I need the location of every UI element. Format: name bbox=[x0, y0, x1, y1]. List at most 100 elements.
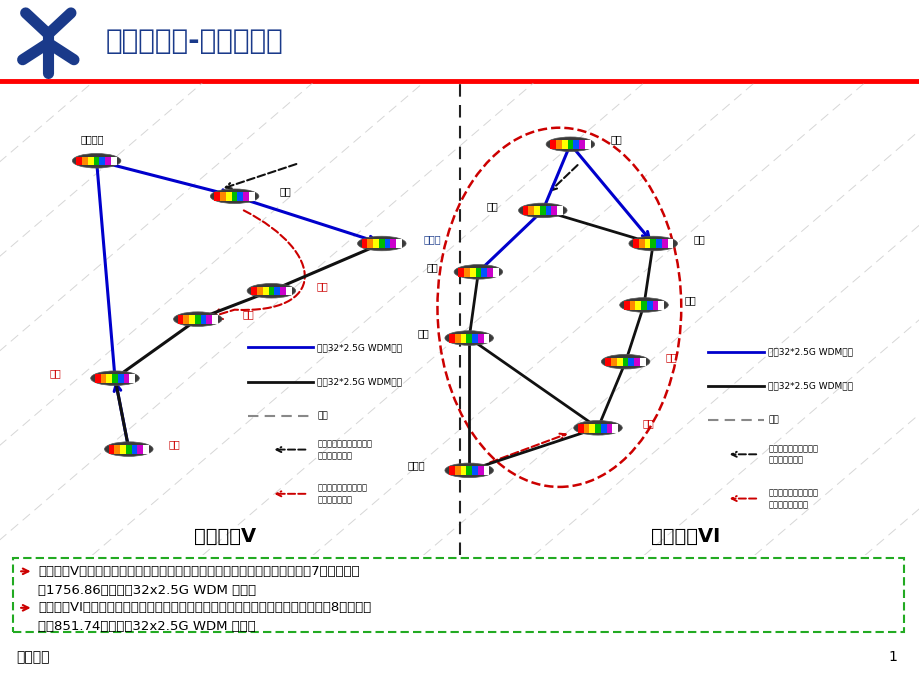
Bar bbox=[486, 268, 493, 277]
Bar bbox=[466, 334, 471, 343]
Bar bbox=[475, 268, 481, 277]
Ellipse shape bbox=[174, 312, 221, 326]
Bar bbox=[448, 334, 454, 343]
Bar bbox=[237, 192, 243, 201]
Text: 企业秘密: 企业秘密 bbox=[17, 650, 50, 664]
Text: 蒙晋豫环VI：郑州－许昌－漯河－驻马店－信阳－南阳－平顶山－洛阳－郑州，共8个节点，: 蒙晋豫环VI：郑州－许昌－漯河－驻马店－信阳－南阳－平顶山－洛阳－郑州，共8个节… bbox=[38, 601, 370, 614]
Bar bbox=[652, 301, 658, 310]
Bar bbox=[120, 445, 126, 454]
Bar bbox=[137, 445, 143, 454]
Bar bbox=[214, 192, 220, 201]
Text: 运城: 运城 bbox=[417, 328, 428, 338]
Text: 临汾: 临汾 bbox=[426, 262, 437, 272]
Text: 张家口: 张家口 bbox=[423, 234, 441, 244]
Bar bbox=[123, 374, 130, 383]
FancyArrowPatch shape bbox=[213, 210, 304, 319]
Bar bbox=[220, 192, 226, 201]
Bar bbox=[617, 357, 622, 366]
Text: 长1756.86公里，为32x2.5G WDM 系统。: 长1756.86公里，为32x2.5G WDM 系统。 bbox=[38, 584, 255, 597]
Text: 山西电路开通方向示意
（以晋城为例）: 山西电路开通方向示意 （以晋城为例） bbox=[767, 444, 817, 464]
Bar bbox=[471, 466, 477, 475]
Bar bbox=[567, 140, 573, 149]
Bar bbox=[600, 424, 606, 433]
Ellipse shape bbox=[105, 442, 153, 456]
Bar bbox=[232, 192, 237, 201]
Bar bbox=[99, 157, 105, 166]
Bar bbox=[522, 206, 528, 215]
Ellipse shape bbox=[619, 297, 667, 312]
Bar bbox=[82, 157, 88, 166]
Ellipse shape bbox=[445, 463, 493, 477]
Text: 集宁: 集宁 bbox=[279, 186, 290, 197]
Bar bbox=[555, 140, 562, 149]
Ellipse shape bbox=[601, 355, 649, 369]
Bar bbox=[249, 192, 255, 201]
Bar bbox=[606, 424, 612, 433]
Bar bbox=[126, 445, 131, 454]
Bar bbox=[200, 315, 206, 324]
Bar bbox=[143, 445, 149, 454]
Bar bbox=[105, 157, 111, 166]
Text: 呼和浩特: 呼和浩特 bbox=[80, 135, 104, 144]
Text: 一干32*2.5G WDM系统: 一干32*2.5G WDM系统 bbox=[767, 348, 852, 357]
Bar bbox=[629, 301, 635, 310]
Bar bbox=[573, 140, 578, 149]
Bar bbox=[528, 206, 534, 215]
Bar bbox=[263, 286, 268, 295]
Bar bbox=[183, 315, 189, 324]
Bar bbox=[534, 206, 539, 215]
Ellipse shape bbox=[546, 137, 594, 152]
Bar bbox=[562, 140, 567, 149]
Text: 蒙晋豫环VI: 蒙晋豫环VI bbox=[650, 527, 720, 546]
Bar bbox=[623, 301, 629, 310]
Text: 蒙晋豫环V：太原－忻州－朔州－大同－张家口－集宁－呼和浩特－太原，共7个节点，环: 蒙晋豫环V：太原－忻州－朔州－大同－张家口－集宁－呼和浩特－太原，共7个节点，环 bbox=[38, 565, 359, 578]
Text: 一干32*2.5G WDM系统: 一干32*2.5G WDM系统 bbox=[317, 343, 402, 352]
Bar bbox=[111, 157, 117, 166]
Bar bbox=[458, 268, 463, 277]
Bar bbox=[640, 357, 645, 366]
Text: 环长851.74公里，为32x2.5G WDM 系统。: 环长851.74公里，为32x2.5G WDM 系统。 bbox=[38, 620, 255, 633]
Bar bbox=[477, 466, 483, 475]
Bar bbox=[107, 374, 112, 383]
Bar bbox=[212, 315, 218, 324]
Text: 太原: 太原 bbox=[610, 135, 621, 144]
Bar bbox=[286, 286, 291, 295]
Bar bbox=[481, 268, 486, 277]
Bar bbox=[545, 206, 550, 215]
Bar bbox=[557, 206, 562, 215]
Text: 二干32*2.5G WDM系统: 二干32*2.5G WDM系统 bbox=[317, 377, 402, 386]
Ellipse shape bbox=[73, 153, 120, 168]
Bar bbox=[646, 301, 652, 310]
Bar bbox=[112, 374, 118, 383]
Bar bbox=[493, 268, 498, 277]
Bar bbox=[189, 315, 195, 324]
Bar bbox=[454, 466, 460, 475]
Text: 省界: 省界 bbox=[317, 411, 328, 420]
Bar bbox=[379, 239, 384, 248]
Bar bbox=[251, 286, 256, 295]
Bar bbox=[622, 357, 628, 366]
Bar bbox=[589, 424, 595, 433]
Bar bbox=[661, 239, 667, 248]
Bar bbox=[206, 315, 212, 324]
Bar bbox=[460, 466, 466, 475]
Bar bbox=[658, 301, 664, 310]
Text: 洛阳: 洛阳 bbox=[642, 418, 653, 428]
Bar bbox=[361, 239, 367, 248]
Bar bbox=[448, 466, 454, 475]
Bar bbox=[384, 239, 390, 248]
Text: 二干32*2.5G WDM系统: 二干32*2.5G WDM系统 bbox=[767, 382, 852, 391]
Bar bbox=[367, 239, 373, 248]
Ellipse shape bbox=[357, 236, 405, 250]
Bar bbox=[577, 424, 583, 433]
Bar bbox=[454, 334, 460, 343]
Bar bbox=[483, 334, 489, 343]
Bar bbox=[650, 239, 655, 248]
Bar bbox=[463, 268, 470, 277]
Bar bbox=[256, 286, 263, 295]
Text: 山西电路开通方向示意
（以大同为例）: 山西电路开通方向示意 （以大同为例） bbox=[317, 484, 367, 504]
Bar bbox=[644, 239, 650, 248]
Bar bbox=[274, 286, 279, 295]
Text: 1: 1 bbox=[887, 650, 896, 664]
Text: 忻州: 忻州 bbox=[50, 368, 61, 379]
